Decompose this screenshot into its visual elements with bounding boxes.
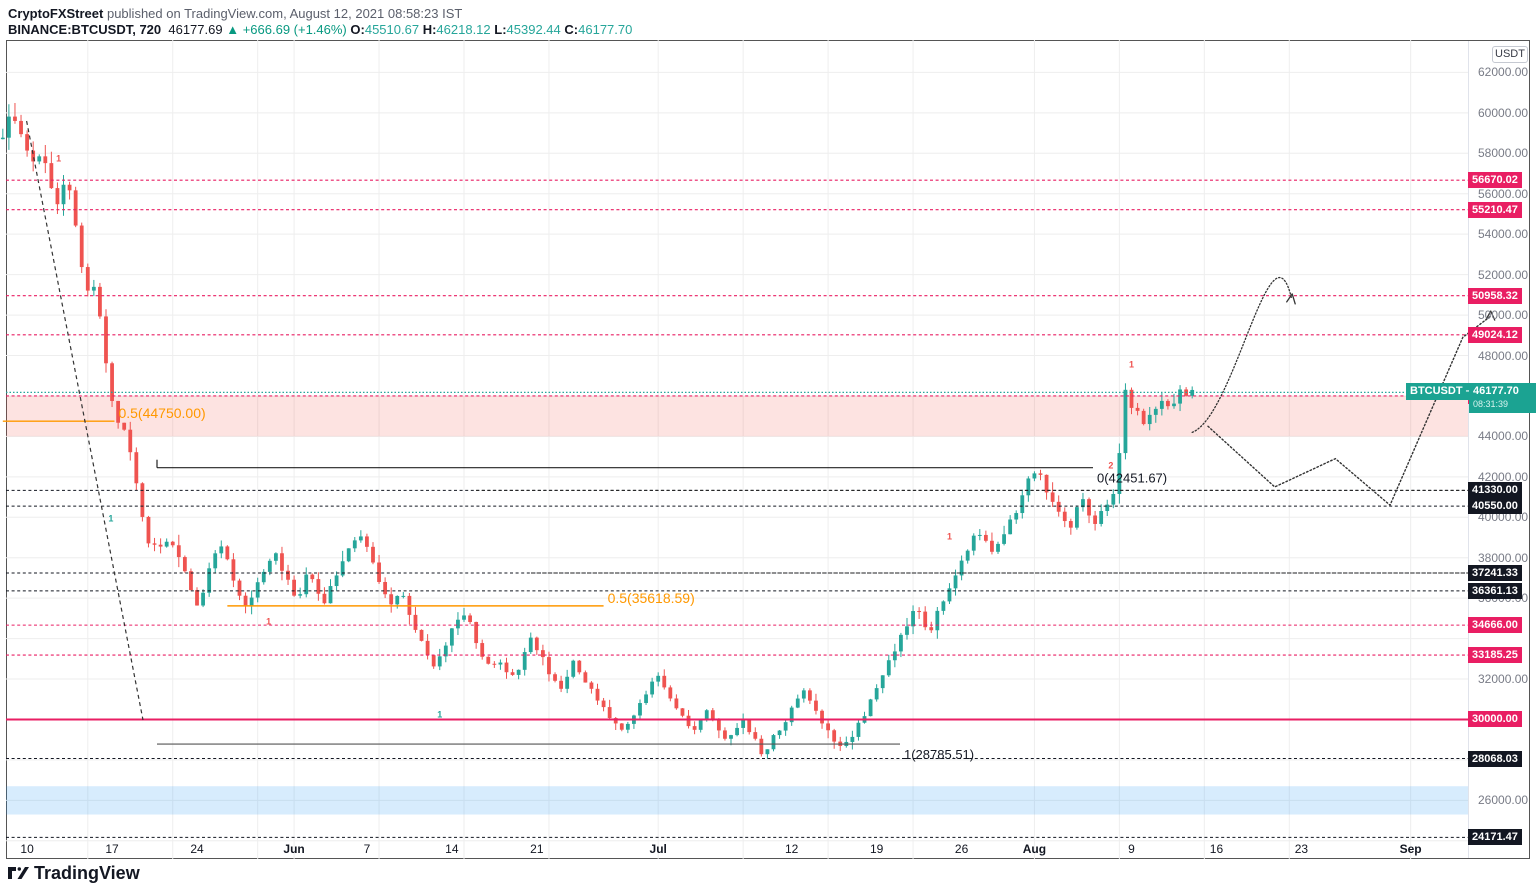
svg-text:1(28785.51): 1(28785.51) — [904, 747, 974, 762]
svg-text:1: 1 — [1129, 360, 1134, 370]
svg-text:0.5(35618.59): 0.5(35618.59) — [608, 590, 695, 606]
svg-text:1: 1 — [108, 513, 113, 523]
svg-text:2: 2 — [1108, 461, 1113, 471]
svg-text:1: 1 — [437, 709, 442, 719]
svg-text:1: 1 — [947, 532, 952, 542]
svg-text:0(42451.67): 0(42451.67) — [1097, 471, 1167, 486]
svg-text:1: 1 — [266, 616, 271, 626]
svg-text:0.5(44750.00): 0.5(44750.00) — [118, 405, 205, 421]
svg-text:1: 1 — [56, 153, 61, 163]
